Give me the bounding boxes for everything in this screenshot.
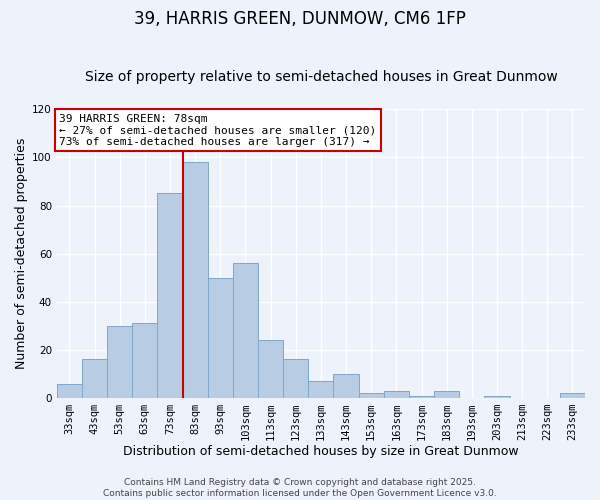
Bar <box>57 384 82 398</box>
Bar <box>82 360 107 398</box>
Y-axis label: Number of semi-detached properties: Number of semi-detached properties <box>15 138 28 370</box>
Bar <box>157 194 182 398</box>
Bar <box>409 396 434 398</box>
Bar <box>233 263 258 398</box>
Bar <box>334 374 359 398</box>
Text: Contains HM Land Registry data © Crown copyright and database right 2025.
Contai: Contains HM Land Registry data © Crown c… <box>103 478 497 498</box>
Title: Size of property relative to semi-detached houses in Great Dunmow: Size of property relative to semi-detach… <box>85 70 557 85</box>
Bar <box>208 278 233 398</box>
Bar <box>107 326 132 398</box>
Bar <box>484 396 509 398</box>
Bar <box>308 381 334 398</box>
Bar <box>283 360 308 398</box>
Bar <box>132 324 157 398</box>
Bar <box>384 391 409 398</box>
Bar <box>182 162 208 398</box>
Bar <box>359 393 384 398</box>
Text: 39 HARRIS GREEN: 78sqm
← 27% of semi-detached houses are smaller (120)
73% of se: 39 HARRIS GREEN: 78sqm ← 27% of semi-det… <box>59 114 377 147</box>
Bar <box>434 391 459 398</box>
Bar <box>258 340 283 398</box>
X-axis label: Distribution of semi-detached houses by size in Great Dunmow: Distribution of semi-detached houses by … <box>123 444 519 458</box>
Bar <box>560 393 585 398</box>
Text: 39, HARRIS GREEN, DUNMOW, CM6 1FP: 39, HARRIS GREEN, DUNMOW, CM6 1FP <box>134 10 466 28</box>
